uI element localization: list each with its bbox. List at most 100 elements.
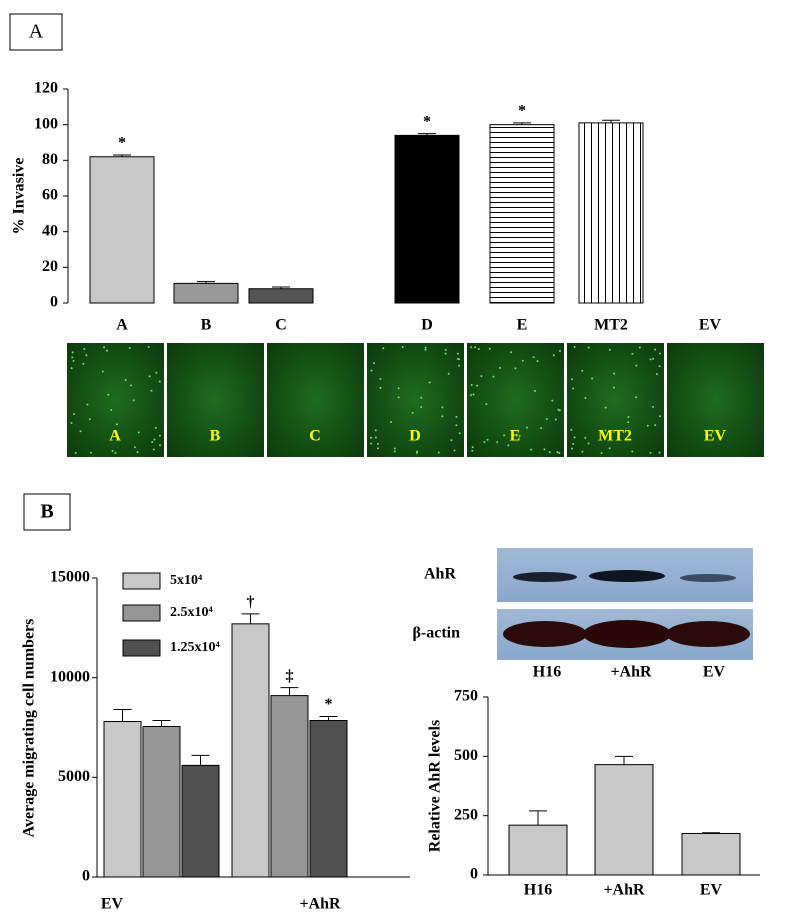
speckle <box>573 346 576 349</box>
y-tick-label: 100 <box>34 115 58 132</box>
speckle <box>376 442 379 445</box>
legend-label: 2.5x10⁴ <box>170 605 214 620</box>
speckle <box>71 356 74 359</box>
speckle <box>518 434 521 437</box>
blot-lane-label: EV <box>703 664 726 681</box>
speckle <box>631 450 634 453</box>
blot-band <box>583 620 671 648</box>
speckle <box>397 387 400 390</box>
significance-marker: ‡ <box>286 667 294 684</box>
speckle <box>631 352 634 355</box>
speckle <box>570 428 573 431</box>
speckle <box>370 442 373 445</box>
y-tick-label: 10000 <box>50 668 90 685</box>
speckle <box>74 451 77 454</box>
y-axis-label: % Invasive <box>11 158 28 235</box>
speckle <box>658 352 661 355</box>
speckle <box>152 448 155 451</box>
speckle <box>389 421 392 424</box>
bar <box>681 832 741 876</box>
micrograph-label: E <box>510 428 521 445</box>
y-tick-label: 5000 <box>58 768 90 785</box>
bar <box>394 134 460 304</box>
speckle <box>557 408 560 411</box>
y-tick-label: 750 <box>454 688 478 705</box>
speckle <box>627 415 630 418</box>
bar <box>594 764 654 876</box>
speckle <box>488 347 491 350</box>
micrograph <box>67 343 164 457</box>
speckle <box>480 375 483 378</box>
speckle <box>133 446 136 449</box>
speckle <box>638 346 641 349</box>
speckle <box>552 354 555 357</box>
speckle <box>382 347 385 350</box>
micrograph-label: D <box>409 428 421 445</box>
speckle <box>651 405 654 408</box>
legend-label: 1.25x10⁴ <box>170 640 221 655</box>
blot-band <box>513 572 577 582</box>
speckle <box>441 406 444 409</box>
speckle <box>551 399 554 402</box>
speckle <box>456 352 459 355</box>
micrograph-label: MT2 <box>598 428 632 445</box>
micrograph <box>267 343 364 457</box>
bar <box>508 824 568 876</box>
speckle <box>72 359 75 362</box>
speckle <box>476 384 479 387</box>
blot-band <box>680 574 736 582</box>
speckle <box>584 436 587 439</box>
micrograph-label: EV <box>704 428 727 445</box>
speckle <box>370 436 373 439</box>
speckle <box>608 348 611 351</box>
speckle <box>453 449 456 452</box>
speckle <box>370 369 373 372</box>
speckle <box>492 375 495 378</box>
speckle <box>587 442 590 445</box>
speckle <box>499 366 502 369</box>
speckle <box>150 389 153 392</box>
speckle <box>458 364 461 367</box>
speckle <box>474 346 477 349</box>
speckle <box>124 379 127 382</box>
x-tick-label: D <box>421 317 433 334</box>
speckle <box>111 449 114 452</box>
speckle <box>103 346 106 349</box>
speckle <box>444 352 447 355</box>
speckle <box>73 412 76 415</box>
speckle <box>71 351 74 354</box>
x-tick-label: +AhR <box>603 882 645 899</box>
y-tick-label: 20 <box>42 258 58 275</box>
speckle <box>105 349 108 352</box>
speckle <box>536 360 539 363</box>
speckle <box>532 356 535 359</box>
y-tick-label: 80 <box>42 151 58 168</box>
y-tick-label: 500 <box>454 747 478 764</box>
speckle <box>558 349 561 352</box>
speckle <box>658 365 661 368</box>
bar <box>231 623 270 878</box>
speckle <box>450 439 453 442</box>
speckle <box>486 438 489 441</box>
speckle <box>447 372 450 375</box>
speckle <box>604 429 607 432</box>
speckle <box>411 411 414 414</box>
bar <box>103 721 142 878</box>
micrograph-label: C <box>309 428 321 445</box>
speckle <box>415 451 418 454</box>
speckle <box>477 348 480 351</box>
speckle <box>571 447 574 450</box>
blot-row-label: β-actin <box>412 625 460 642</box>
speckle <box>379 386 382 389</box>
speckle <box>86 403 89 406</box>
bar <box>248 288 314 304</box>
speckle <box>441 415 444 418</box>
speckle <box>627 421 630 424</box>
blot-band <box>503 621 587 647</box>
speckle <box>437 451 440 454</box>
bar <box>142 726 181 878</box>
y-tick-label: 0 <box>50 294 58 311</box>
speckle <box>153 438 156 441</box>
speckle <box>646 424 649 427</box>
